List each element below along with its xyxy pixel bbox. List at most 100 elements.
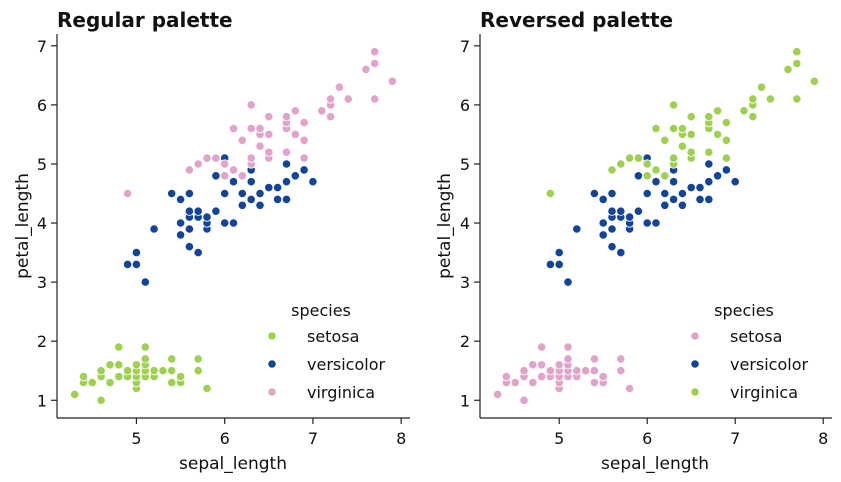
right-point-virginica xyxy=(704,112,714,122)
left-point-virginica xyxy=(343,94,353,104)
right-point-setosa xyxy=(501,371,511,382)
right-point-versicolor xyxy=(607,224,617,234)
left-point-versicolor xyxy=(211,171,221,181)
left-point-virginica xyxy=(184,165,194,175)
right-y-tick-label: 6 xyxy=(460,96,470,115)
left-point-versicolor xyxy=(272,183,283,193)
right-point-virginica xyxy=(668,153,679,163)
right-legend-title: species xyxy=(714,301,774,320)
right-y-tick-label: 2 xyxy=(460,332,470,351)
left-x-tick-label: 7 xyxy=(308,429,318,448)
left-point-versicolor xyxy=(193,206,203,216)
left-point-virginica xyxy=(264,147,274,157)
left-point-versicolor xyxy=(211,206,221,216)
left-axes: 5 6 7 8 1 2 3 4 5 6 7 xyxy=(37,34,410,448)
right-scatter-points xyxy=(492,47,820,405)
right-point-virginica xyxy=(686,129,696,139)
right-point-virginica xyxy=(668,100,679,110)
left-point-virginica xyxy=(370,47,380,57)
right-point-setosa xyxy=(528,377,538,388)
left-y-tick-label: 5 xyxy=(37,155,47,174)
left-point-virginica xyxy=(299,153,309,163)
right-point-versicolor xyxy=(704,194,714,204)
left-panel-title: Regular palette xyxy=(57,8,233,32)
left-legend: species setosa versicolor virginica xyxy=(267,301,385,402)
right-point-setosa xyxy=(554,360,564,370)
left-point-versicolor xyxy=(264,183,274,193)
right-point-setosa xyxy=(598,371,608,382)
right-legend-marker-versicolor xyxy=(690,359,700,369)
right-point-virginica xyxy=(642,159,652,169)
right-point-setosa xyxy=(528,360,538,370)
left-point-virginica xyxy=(370,58,380,69)
left-point-virginica xyxy=(264,129,274,139)
left-point-versicolor xyxy=(184,206,194,216)
left-point-virginica xyxy=(228,165,239,175)
left-point-virginica xyxy=(299,135,309,145)
right-y-tick-label: 4 xyxy=(460,214,470,233)
left-point-virginica xyxy=(370,94,380,104)
right-point-versicolor xyxy=(668,194,679,204)
left-point-versicolor xyxy=(290,171,300,181)
left-point-virginica xyxy=(255,123,265,134)
left-point-setosa xyxy=(167,354,177,364)
left-point-virginica xyxy=(290,129,300,139)
right-axes: 5 6 7 8 1 2 3 4 5 6 7 xyxy=(460,34,832,448)
left-point-virginica xyxy=(264,112,274,122)
left-point-virginica xyxy=(281,112,292,122)
left-point-setosa xyxy=(193,354,203,364)
left-point-versicolor xyxy=(228,218,239,228)
right-point-versicolor xyxy=(730,177,740,187)
right-point-virginica xyxy=(677,123,688,134)
right-point-versicolor xyxy=(695,194,705,204)
right-point-virginica xyxy=(660,135,670,145)
right-y-tick-label: 3 xyxy=(460,273,470,292)
right-point-setosa xyxy=(492,389,503,399)
right-point-setosa xyxy=(519,366,529,376)
right-point-virginica xyxy=(704,147,714,157)
left-point-versicolor xyxy=(281,159,292,169)
left-point-versicolor xyxy=(220,188,230,199)
right-point-virginica xyxy=(748,94,758,104)
left-scatter-points xyxy=(70,47,397,405)
left-y-tick-label: 1 xyxy=(37,391,47,410)
right-point-virginica xyxy=(721,153,732,163)
right-point-virginica xyxy=(712,129,723,139)
left-legend-marker-virginica xyxy=(267,387,277,397)
right-point-virginica xyxy=(677,141,688,151)
left-point-versicolor xyxy=(176,218,186,228)
right-point-versicolor xyxy=(651,218,661,228)
right-point-virginica xyxy=(633,153,644,163)
left-point-versicolor xyxy=(184,188,194,199)
right-point-versicolor xyxy=(677,188,688,199)
right-point-setosa xyxy=(536,360,547,370)
right-point-versicolor xyxy=(695,183,705,193)
left-y-tick-label: 3 xyxy=(37,273,47,292)
left-point-setosa xyxy=(96,366,106,376)
right-point-virginica xyxy=(624,153,635,163)
left-point-setosa xyxy=(78,371,89,382)
right-point-virginica xyxy=(712,106,723,116)
left-legend-marker-setosa xyxy=(267,331,277,341)
right-point-versicolor xyxy=(607,206,617,216)
right-point-versicolor xyxy=(633,171,644,181)
left-x-tick-label: 6 xyxy=(220,429,230,448)
right-point-virginica xyxy=(651,123,661,134)
left-point-versicolor xyxy=(202,212,212,222)
left-point-setosa xyxy=(114,371,124,382)
right-point-virginica xyxy=(765,94,776,104)
left-point-versicolor xyxy=(237,188,247,199)
left-point-virginica xyxy=(237,171,247,181)
right-point-setosa xyxy=(589,354,600,364)
right-point-virginica xyxy=(721,135,732,145)
left-point-setosa xyxy=(202,383,212,394)
right-point-versicolor xyxy=(589,188,600,199)
right-point-versicolor xyxy=(704,177,714,187)
right-point-virginica xyxy=(545,188,556,199)
right-point-versicolor xyxy=(598,194,608,204)
left-point-versicolor xyxy=(167,188,177,199)
left-point-setosa xyxy=(140,354,150,364)
right-x-tick-label: 5 xyxy=(554,429,564,448)
left-point-versicolor xyxy=(246,194,256,204)
